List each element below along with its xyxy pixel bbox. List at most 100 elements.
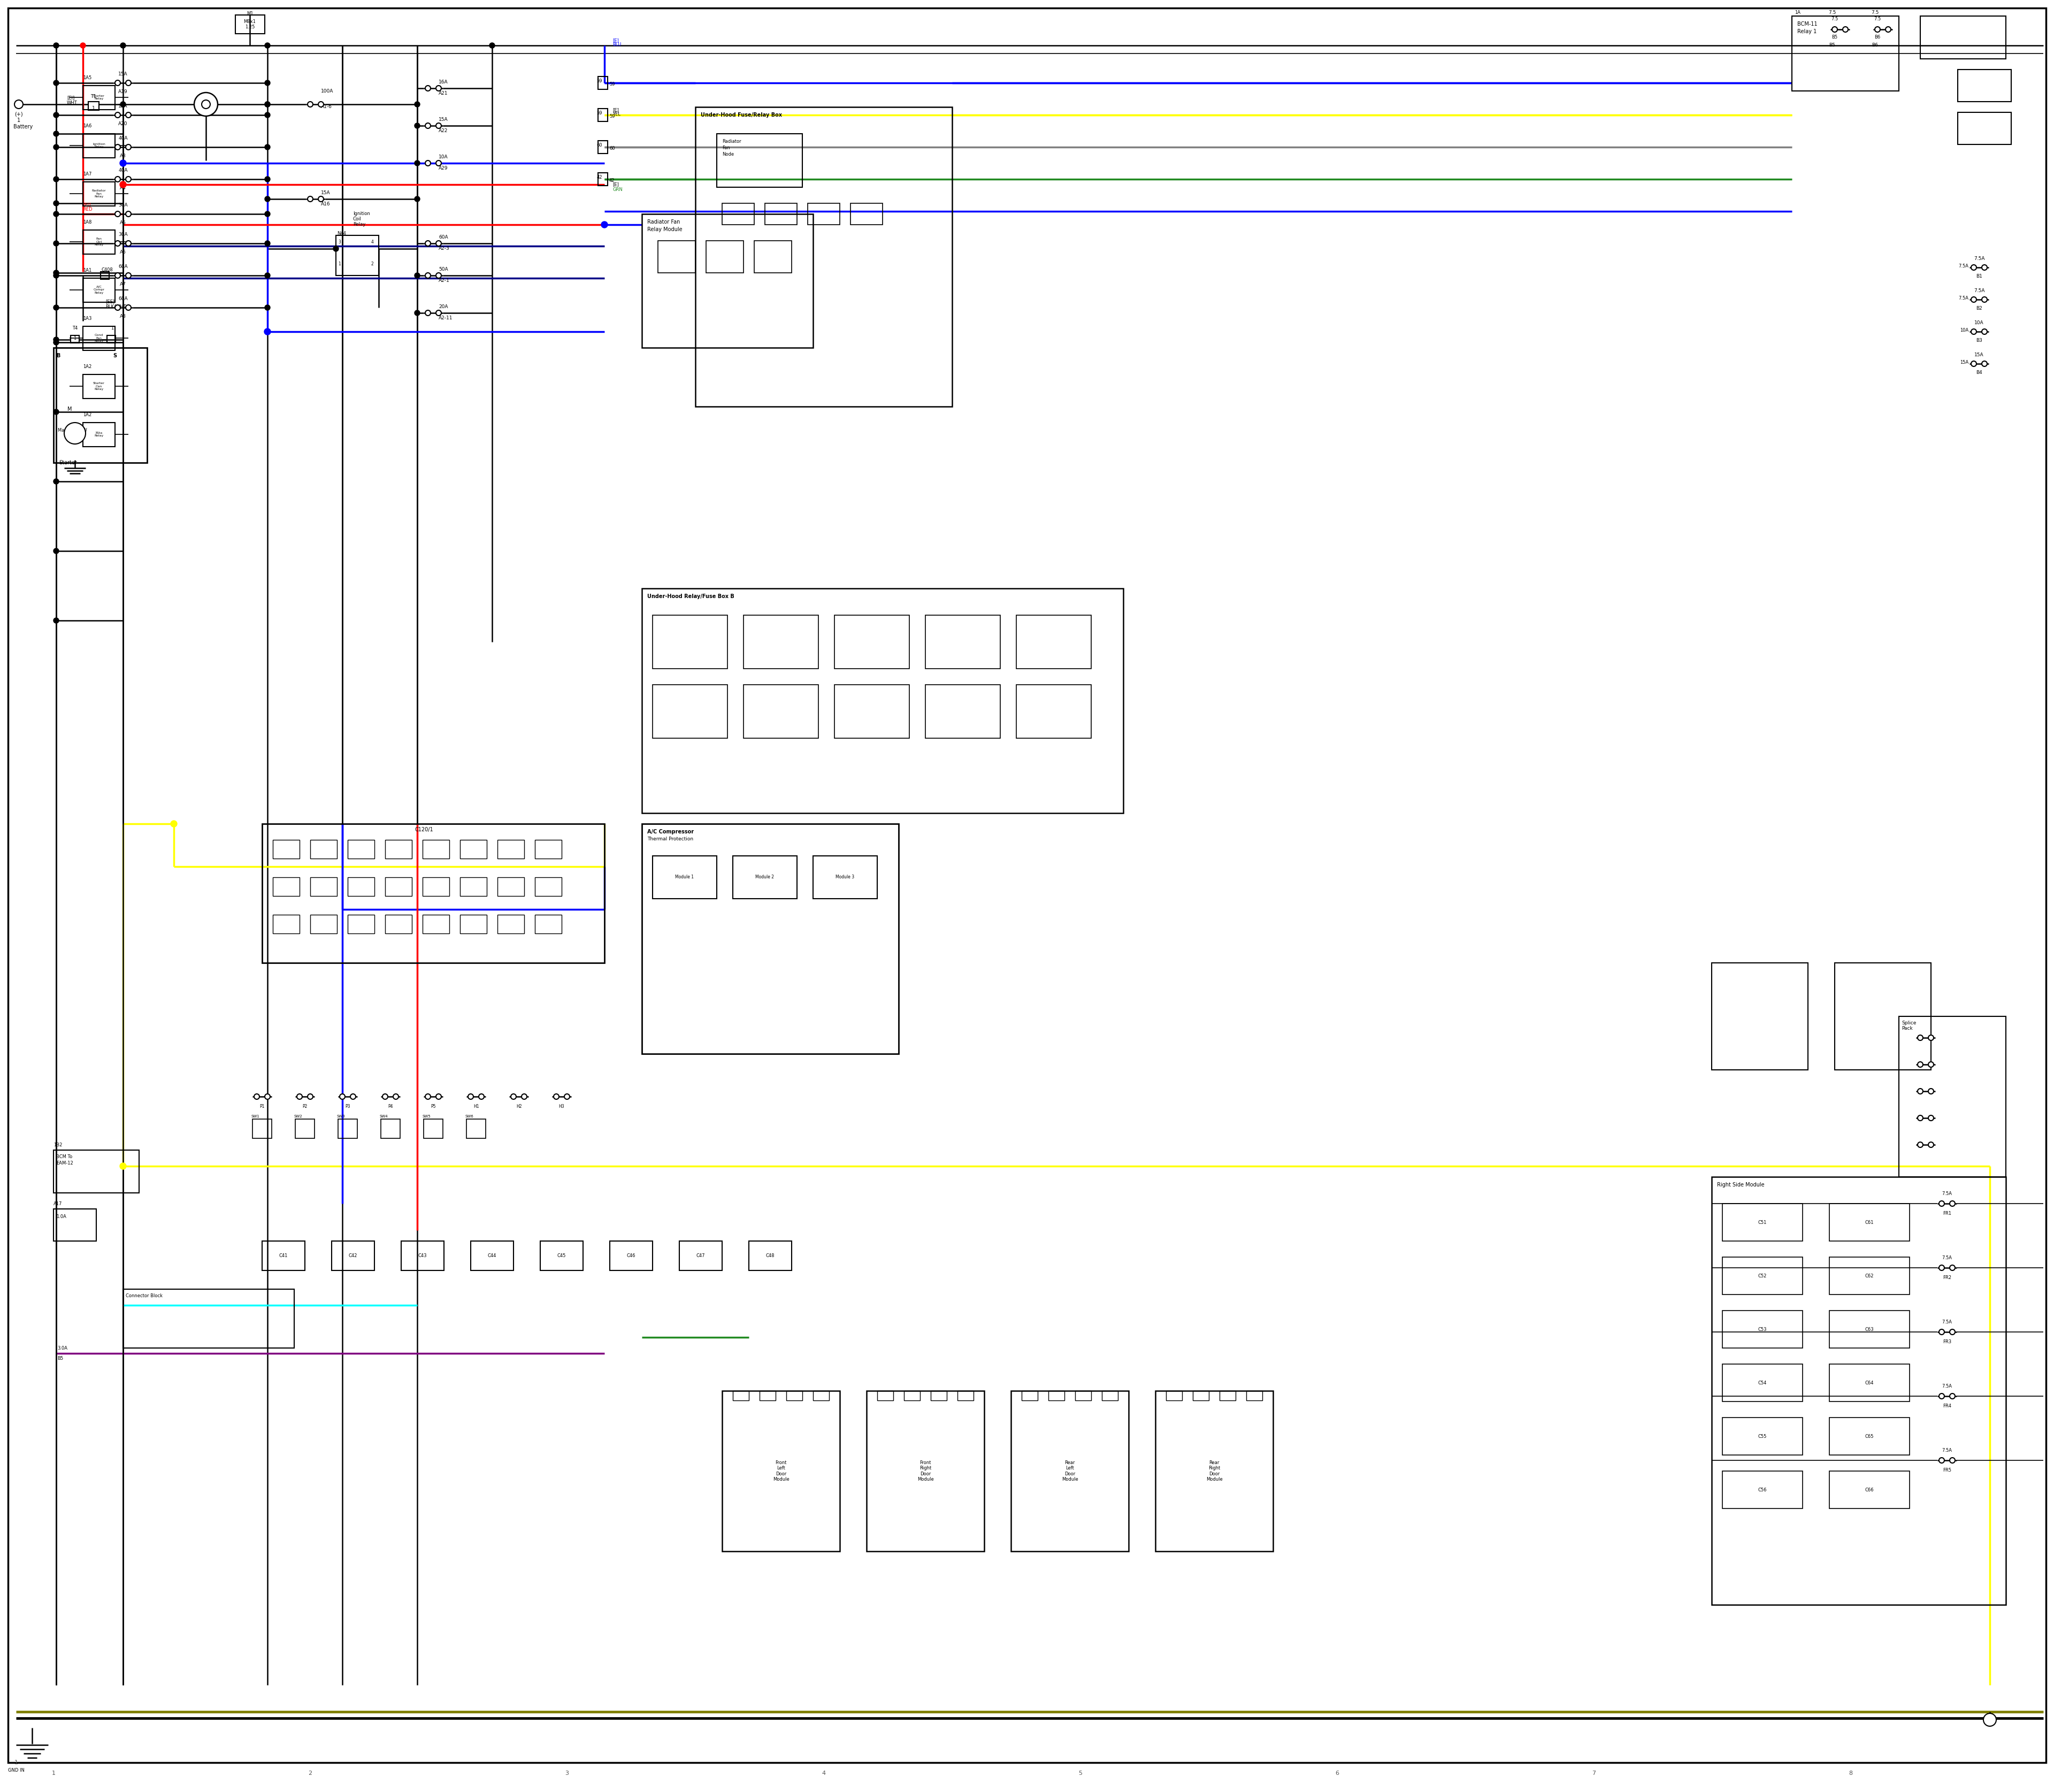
Circle shape xyxy=(1875,27,1879,32)
Text: 7.5A: 7.5A xyxy=(1941,1319,1951,1324)
Text: 1A1: 1A1 xyxy=(82,269,92,272)
Bar xyxy=(540,1242,583,1271)
Text: 6: 6 xyxy=(1335,1770,1339,1776)
Text: M: M xyxy=(72,430,78,435)
Text: 1B2: 1B2 xyxy=(53,1143,62,1147)
Text: Starter
Can
Relay: Starter Can Relay xyxy=(92,382,105,391)
Bar xyxy=(1723,1310,1803,1348)
Bar xyxy=(1154,1391,1273,1552)
Bar xyxy=(497,914,524,934)
Text: 1A: 1A xyxy=(1795,11,1801,14)
Text: 60A: 60A xyxy=(440,235,448,240)
Text: GND IN: GND IN xyxy=(8,1769,25,1772)
Text: 7.5A: 7.5A xyxy=(1941,1448,1951,1453)
Text: 59: 59 xyxy=(610,82,614,88)
Bar xyxy=(1021,1391,1037,1400)
Text: C41: C41 xyxy=(279,1253,288,1258)
Bar xyxy=(904,1391,920,1400)
Circle shape xyxy=(1918,1063,1923,1068)
Bar xyxy=(1048,1391,1064,1400)
Circle shape xyxy=(53,340,60,346)
Bar xyxy=(273,878,300,896)
Text: 60A: 60A xyxy=(119,296,127,301)
Circle shape xyxy=(415,102,419,108)
Bar xyxy=(707,240,744,272)
Bar xyxy=(1920,16,2007,59)
Text: B5: B5 xyxy=(1828,43,1834,48)
Text: 1A2: 1A2 xyxy=(82,364,92,369)
Bar xyxy=(347,840,374,858)
Bar xyxy=(641,588,1124,814)
Circle shape xyxy=(1929,1063,1933,1068)
Text: Front
Right
Door
Module: Front Right Door Module xyxy=(918,1460,935,1482)
Circle shape xyxy=(115,145,121,151)
Bar xyxy=(813,1391,830,1400)
Text: 7.5A: 7.5A xyxy=(1941,1256,1951,1260)
Circle shape xyxy=(53,478,60,484)
Bar xyxy=(470,1242,514,1271)
Circle shape xyxy=(125,113,131,118)
Text: H1: H1 xyxy=(472,1104,479,1109)
Text: C54: C54 xyxy=(1758,1380,1766,1385)
Bar xyxy=(423,1118,444,1138)
Circle shape xyxy=(53,145,60,151)
Circle shape xyxy=(425,310,431,315)
Circle shape xyxy=(265,197,271,202)
Circle shape xyxy=(1918,1088,1923,1093)
Bar xyxy=(867,1391,984,1552)
Text: A22: A22 xyxy=(440,129,448,133)
Circle shape xyxy=(339,1093,345,1098)
Circle shape xyxy=(265,102,271,108)
Text: A29: A29 xyxy=(440,167,448,170)
Text: T4: T4 xyxy=(72,326,78,330)
Text: Magnetic SW: Magnetic SW xyxy=(58,428,86,432)
Bar xyxy=(534,878,561,896)
Circle shape xyxy=(53,618,60,624)
Circle shape xyxy=(308,197,312,202)
Circle shape xyxy=(435,310,442,315)
Circle shape xyxy=(195,93,218,116)
Circle shape xyxy=(119,181,125,188)
Text: Right Side Module: Right Side Module xyxy=(1717,1183,1764,1188)
Bar xyxy=(834,685,910,738)
Text: Module 3: Module 3 xyxy=(836,874,854,880)
Bar xyxy=(123,1288,294,1348)
Bar xyxy=(273,914,300,934)
Bar xyxy=(82,229,115,254)
Bar xyxy=(386,840,413,858)
Circle shape xyxy=(53,201,60,206)
Text: 1: 1 xyxy=(92,106,94,111)
Bar xyxy=(347,878,374,896)
Text: Front
Left
Door
Module: Front Left Door Module xyxy=(772,1460,789,1482)
Circle shape xyxy=(265,1093,271,1098)
Text: N44: N44 xyxy=(337,231,345,237)
Text: 10A: 10A xyxy=(1974,321,1984,324)
Circle shape xyxy=(435,240,442,246)
Bar xyxy=(386,914,413,934)
Circle shape xyxy=(415,161,419,167)
Circle shape xyxy=(80,43,86,48)
Text: 60: 60 xyxy=(610,147,614,151)
Text: A1-6: A1-6 xyxy=(320,104,333,109)
Text: 7.5A: 7.5A xyxy=(1941,1383,1951,1389)
Bar xyxy=(107,335,115,342)
Circle shape xyxy=(125,145,131,151)
Text: SW6: SW6 xyxy=(466,1115,474,1118)
Text: 15A: 15A xyxy=(1960,360,1968,366)
Circle shape xyxy=(435,124,442,129)
Text: C62: C62 xyxy=(1865,1274,1873,1278)
Circle shape xyxy=(1949,1201,1955,1206)
Circle shape xyxy=(479,1093,485,1098)
Bar xyxy=(680,1242,723,1271)
Circle shape xyxy=(170,821,177,826)
Text: 1.25: 1.25 xyxy=(244,25,255,29)
Bar xyxy=(263,1242,304,1271)
Bar xyxy=(296,1118,314,1138)
Bar xyxy=(1830,1364,1910,1401)
Circle shape xyxy=(435,1093,442,1098)
Text: 1.0A: 1.0A xyxy=(55,1215,66,1219)
Text: 7.5: 7.5 xyxy=(1871,11,1879,14)
Text: A/C
Compr
Relay: A/C Compr Relay xyxy=(92,285,105,294)
Circle shape xyxy=(1929,1088,1933,1093)
Circle shape xyxy=(351,1093,355,1098)
